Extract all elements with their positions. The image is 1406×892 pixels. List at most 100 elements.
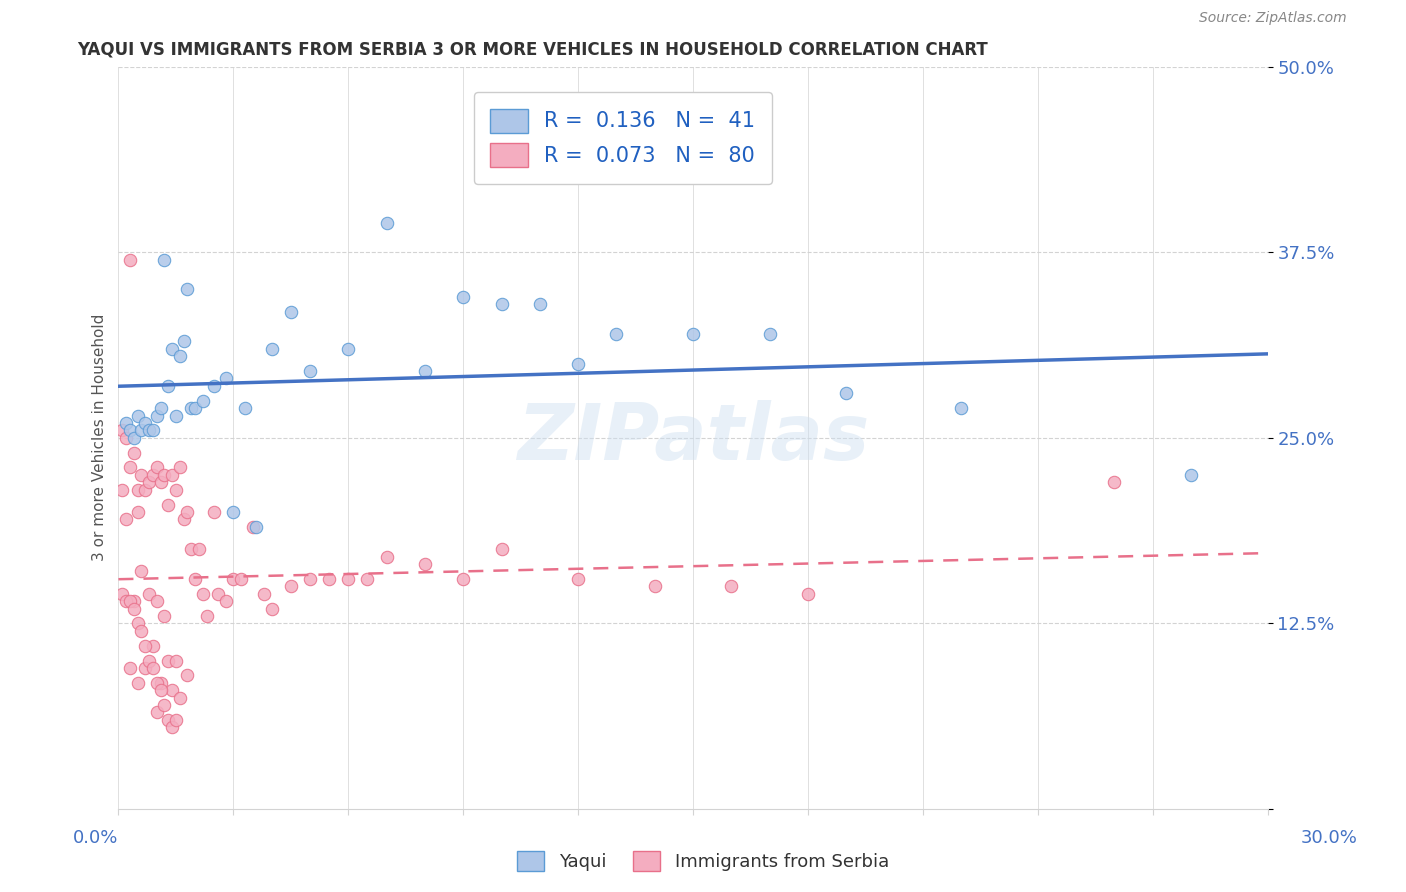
Point	[160, 342, 183, 356]
Point	[169, 460, 191, 475]
Point	[160, 720, 183, 734]
Point	[260, 601, 283, 615]
Point	[153, 698, 176, 712]
Point	[1104, 475, 1126, 490]
Point	[138, 653, 160, 667]
Point	[115, 416, 138, 430]
Point	[202, 505, 225, 519]
Point	[153, 609, 176, 624]
Point	[605, 326, 627, 341]
Point	[157, 498, 180, 512]
Legend: Yaqui, Immigrants from Serbia: Yaqui, Immigrants from Serbia	[510, 844, 896, 879]
Point	[122, 445, 145, 459]
Point	[165, 653, 187, 667]
Point	[145, 460, 167, 475]
Point	[131, 624, 153, 638]
Point	[215, 371, 238, 385]
Point	[118, 423, 141, 437]
Point	[375, 549, 398, 564]
Point	[134, 661, 156, 675]
Point	[567, 572, 589, 586]
Point	[280, 304, 302, 318]
Point	[207, 587, 229, 601]
Text: YAQUI VS IMMIGRANTS FROM SERBIA 3 OR MORE VEHICLES IN HOUSEHOLD CORRELATION CHAR: YAQUI VS IMMIGRANTS FROM SERBIA 3 OR MOR…	[77, 40, 988, 58]
Point	[127, 616, 149, 631]
Point	[149, 683, 172, 698]
Point	[491, 297, 513, 311]
Point	[413, 364, 436, 378]
Point	[122, 601, 145, 615]
Point	[111, 587, 134, 601]
Point	[134, 639, 156, 653]
Point	[111, 423, 134, 437]
Point	[169, 349, 191, 363]
Point	[180, 401, 202, 416]
Point	[142, 661, 165, 675]
Point	[451, 290, 474, 304]
Point	[242, 520, 264, 534]
Point	[184, 401, 207, 416]
Point	[413, 557, 436, 571]
Point	[337, 572, 360, 586]
Point	[280, 579, 302, 593]
Point	[142, 639, 165, 653]
Point	[118, 460, 141, 475]
Point	[176, 505, 198, 519]
Point	[145, 594, 167, 608]
Point	[169, 690, 191, 705]
Point	[157, 379, 180, 393]
Point	[176, 282, 198, 296]
Text: Source: ZipAtlas.com: Source: ZipAtlas.com	[1199, 12, 1347, 25]
Point	[157, 653, 180, 667]
Point	[318, 572, 340, 586]
Point	[229, 572, 252, 586]
Point	[122, 431, 145, 445]
Point	[491, 542, 513, 557]
Point	[145, 409, 167, 423]
Point	[127, 409, 149, 423]
Point	[529, 297, 551, 311]
Point	[127, 505, 149, 519]
Point	[142, 467, 165, 482]
Point	[191, 393, 214, 408]
Point	[165, 409, 187, 423]
Text: ZIPatlas: ZIPatlas	[517, 400, 869, 475]
Y-axis label: 3 or more Vehicles in Household: 3 or more Vehicles in Household	[93, 314, 107, 561]
Point	[191, 587, 214, 601]
Point	[149, 401, 172, 416]
Point	[184, 572, 207, 586]
Point	[131, 423, 153, 437]
Point	[157, 713, 180, 727]
Point	[160, 683, 183, 698]
Point	[222, 572, 245, 586]
Point	[202, 379, 225, 393]
Point	[115, 431, 138, 445]
Point	[138, 587, 160, 601]
Point	[176, 668, 198, 682]
Point	[356, 572, 378, 586]
Point	[298, 364, 321, 378]
Text: 0.0%: 0.0%	[73, 829, 118, 847]
Legend: R =  0.136   N =  41, R =  0.073   N =  80: R = 0.136 N = 41, R = 0.073 N = 80	[474, 92, 772, 184]
Point	[797, 587, 820, 601]
Point	[260, 342, 283, 356]
Point	[153, 252, 176, 267]
Point	[644, 579, 666, 593]
Point	[127, 675, 149, 690]
Point	[160, 467, 183, 482]
Point	[835, 386, 858, 401]
Point	[118, 252, 141, 267]
Point	[145, 706, 167, 720]
Point	[758, 326, 780, 341]
Point	[720, 579, 742, 593]
Point	[682, 326, 704, 341]
Point	[215, 594, 238, 608]
Point	[253, 587, 276, 601]
Point	[375, 215, 398, 229]
Point	[187, 542, 209, 557]
Point	[567, 357, 589, 371]
Point	[118, 594, 141, 608]
Point	[451, 572, 474, 586]
Point	[131, 467, 153, 482]
Point	[115, 594, 138, 608]
